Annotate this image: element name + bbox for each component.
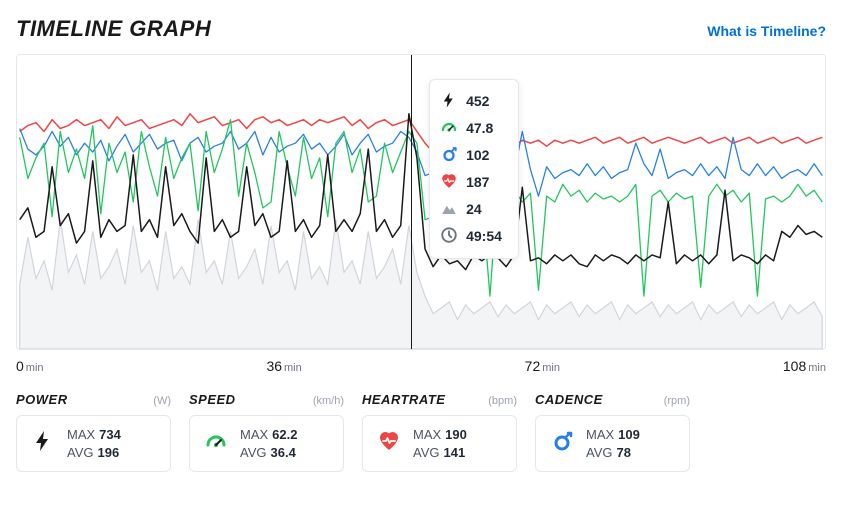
chart-canvas [17,55,825,349]
stat-cadence: CADENCE (rpm) MAX109 AVG78 [535,392,690,472]
stat-card[interactable]: MAX734 AVG196 [16,415,171,472]
stat-header: HEARTRATE (bpm) [362,392,517,407]
stat-max: MAX109 [586,426,640,444]
stat-values: MAX190 AVG141 [413,426,467,461]
x-tick: 36min [266,358,301,374]
stat-heartrate: HEARTRATE (bpm) MAX190 AVG141 [362,392,517,472]
stat-title: SPEED [189,392,236,407]
help-link[interactable]: What is Timeline? [707,23,826,39]
heart-icon [377,429,401,458]
stats-row: POWER (W) MAX734 AVG196 SPEED (km/h) [16,392,826,472]
stat-title: HEARTRATE [362,392,445,407]
stat-unit: (km/h) [313,395,344,407]
stat-card[interactable]: MAX190 AVG141 [362,415,517,472]
gauge-icon [204,429,228,458]
stat-power: POWER (W) MAX734 AVG196 [16,392,171,472]
stat-unit: (rpm) [664,395,690,407]
stat-header: POWER (W) [16,392,171,407]
stat-avg: AVG36.4 [240,444,297,462]
x-tick: 108min [783,358,826,374]
stat-speed: SPEED (km/h) MAX62.2 AVG36.4 [189,392,344,472]
timeline-chart[interactable]: 452 47.8 102 187 24 49:54 [16,54,826,350]
stat-max: MAX62.2 [240,426,297,444]
stat-card[interactable]: MAX109 AVG78 [535,415,690,472]
stat-title: CADENCE [535,392,603,407]
stat-avg: AVG141 [413,444,467,462]
stat-values: MAX734 AVG196 [67,426,121,461]
x-tick: 72min [525,358,560,374]
stat-values: MAX62.2 AVG36.4 [240,426,297,461]
stat-values: MAX109 AVG78 [586,426,640,461]
x-axis: 0min 36min 72min 108min [16,358,826,374]
cadence-icon [550,429,574,458]
bolt-icon [31,429,55,458]
stat-max: MAX734 [67,426,121,444]
stat-header: CADENCE (rpm) [535,392,690,407]
stat-card[interactable]: MAX62.2 AVG36.4 [189,415,344,472]
stat-unit: (bpm) [488,395,517,407]
stat-header: SPEED (km/h) [189,392,344,407]
stat-unit: (W) [153,395,171,407]
x-tick: 0min [16,358,44,374]
stat-max: MAX190 [413,426,467,444]
stat-title: POWER [16,392,68,407]
stat-avg: AVG196 [67,444,121,462]
page-title: TIMELINE GRAPH [16,16,211,42]
stat-avg: AVG78 [586,444,640,462]
header: TIMELINE GRAPH What is Timeline? [16,16,826,42]
